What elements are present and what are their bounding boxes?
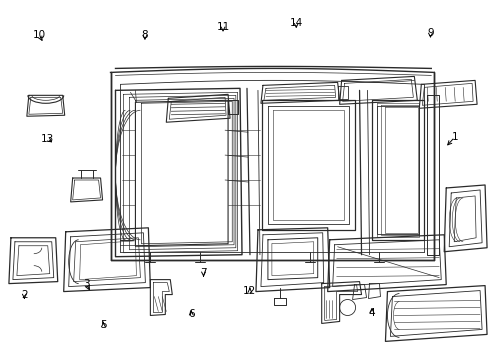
Text: 3: 3 — [83, 279, 90, 289]
Text: 6: 6 — [188, 310, 195, 319]
Text: 10: 10 — [32, 30, 46, 40]
Text: 13: 13 — [41, 134, 54, 144]
Text: 14: 14 — [290, 18, 303, 28]
Text: 1: 1 — [452, 132, 458, 142]
Text: 11: 11 — [217, 22, 230, 32]
Text: 12: 12 — [243, 286, 256, 296]
Text: 8: 8 — [142, 30, 148, 40]
Text: 7: 7 — [200, 268, 207, 278]
Text: 9: 9 — [427, 28, 434, 38]
Text: 4: 4 — [368, 308, 375, 318]
Text: 5: 5 — [100, 320, 107, 330]
Text: 2: 2 — [21, 290, 28, 300]
